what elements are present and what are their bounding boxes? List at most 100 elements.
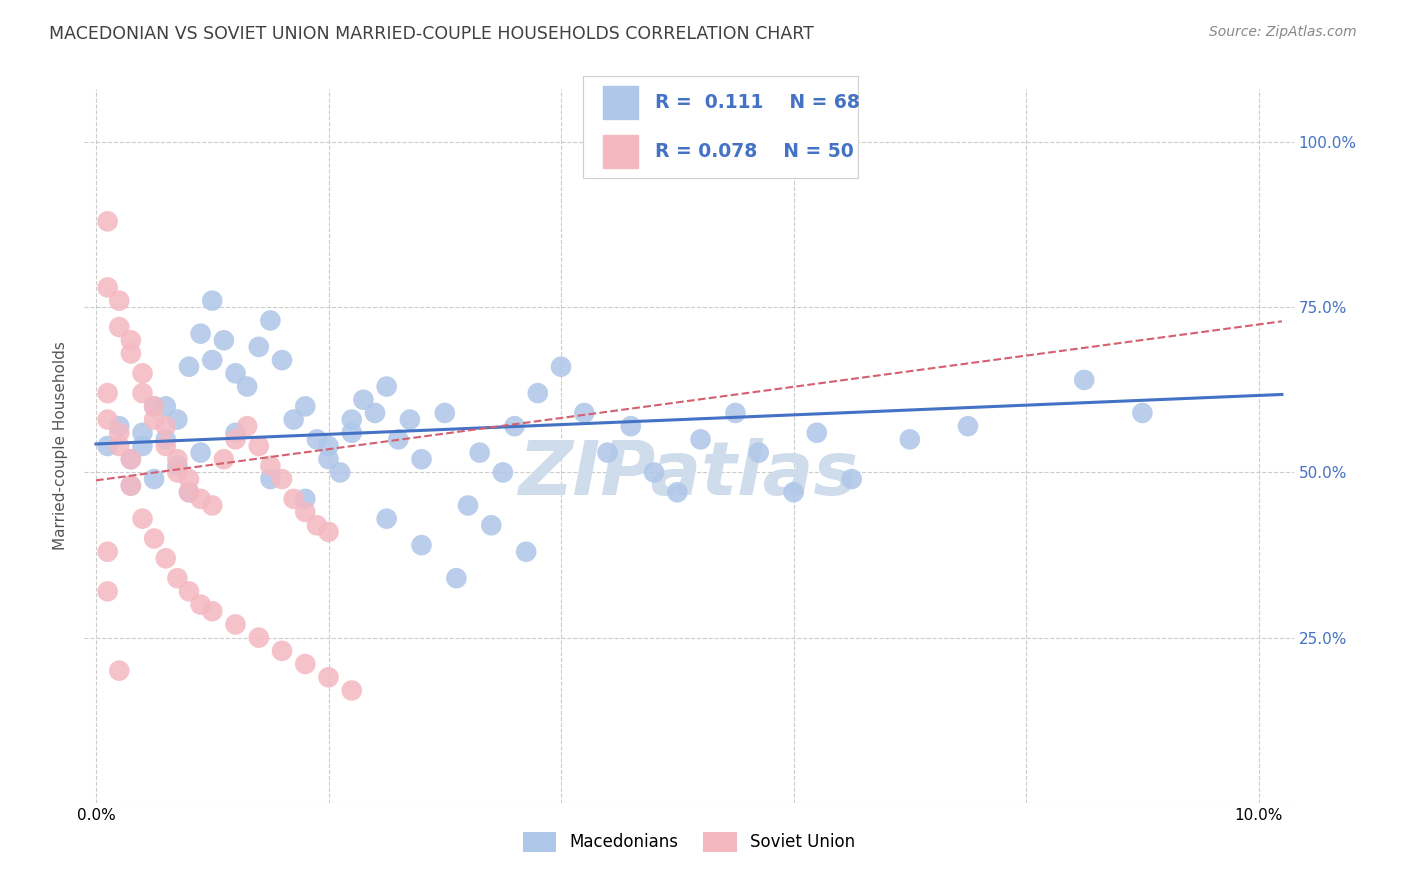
Point	[457, 499, 479, 513]
Point	[294, 657, 316, 671]
Point	[294, 491, 316, 506]
Point	[375, 379, 398, 393]
Point	[166, 466, 188, 480]
Point	[318, 524, 340, 539]
Point	[841, 472, 863, 486]
Point	[620, 419, 643, 434]
Legend: Macedonians, Soviet Union: Macedonians, Soviet Union	[516, 825, 862, 859]
Point	[166, 452, 188, 467]
Point	[155, 433, 177, 447]
Point	[468, 445, 491, 459]
Point	[190, 445, 212, 459]
Point	[666, 485, 689, 500]
Point	[97, 584, 120, 599]
Point	[305, 433, 328, 447]
Point	[155, 439, 177, 453]
Point	[190, 491, 212, 506]
Point	[329, 466, 352, 480]
Point	[411, 452, 433, 467]
Bar	[603, 87, 638, 119]
Point	[131, 386, 153, 401]
Point	[97, 386, 120, 401]
Point	[515, 545, 537, 559]
Point	[177, 485, 200, 500]
Y-axis label: Married-couple Households: Married-couple Households	[53, 342, 69, 550]
Point	[364, 406, 387, 420]
Point	[225, 367, 247, 381]
Point	[898, 433, 921, 447]
Point	[131, 425, 153, 440]
Point	[201, 293, 224, 308]
Point	[120, 333, 142, 347]
Point	[131, 511, 153, 525]
Point	[399, 412, 422, 426]
Point	[97, 439, 120, 453]
Point	[782, 485, 804, 500]
Point	[108, 293, 131, 308]
Point	[748, 445, 770, 459]
Point	[225, 433, 247, 447]
Point	[1073, 373, 1095, 387]
Point	[689, 433, 711, 447]
Text: R = 0.078    N = 50: R = 0.078 N = 50	[655, 142, 853, 161]
Point	[225, 617, 247, 632]
Point	[283, 412, 305, 426]
Point	[724, 406, 747, 420]
Point	[201, 604, 224, 618]
Point	[340, 412, 363, 426]
Point	[283, 491, 305, 506]
Point	[155, 419, 177, 434]
Point	[225, 425, 247, 440]
Point	[318, 439, 340, 453]
Point	[120, 478, 142, 492]
Point	[294, 505, 316, 519]
Point	[375, 511, 398, 525]
Point	[177, 485, 200, 500]
Point	[120, 452, 142, 467]
Point	[550, 359, 572, 374]
Point	[108, 320, 131, 334]
Point	[97, 412, 120, 426]
Point	[318, 452, 340, 467]
Point	[433, 406, 456, 420]
Point	[166, 412, 188, 426]
Point	[503, 419, 526, 434]
Text: Source: ZipAtlas.com: Source: ZipAtlas.com	[1209, 25, 1357, 39]
Point	[271, 472, 294, 486]
Point	[574, 406, 596, 420]
Text: ZIPatlas: ZIPatlas	[519, 438, 859, 511]
Point	[131, 367, 153, 381]
Point	[271, 353, 294, 368]
Point	[479, 518, 502, 533]
Point	[120, 452, 142, 467]
Point	[411, 538, 433, 552]
Point	[643, 466, 665, 480]
Point	[108, 664, 131, 678]
Point	[247, 631, 270, 645]
Point	[143, 400, 166, 414]
Point	[352, 392, 374, 407]
Point	[166, 571, 188, 585]
Text: R =  0.111    N = 68: R = 0.111 N = 68	[655, 93, 859, 112]
Point	[492, 466, 515, 480]
Point	[340, 425, 363, 440]
Point	[236, 419, 259, 434]
Point	[143, 532, 166, 546]
Point	[294, 400, 316, 414]
Point	[190, 598, 212, 612]
Point	[271, 644, 294, 658]
Point	[201, 353, 224, 368]
Point	[212, 333, 235, 347]
Point	[155, 551, 177, 566]
Point	[318, 670, 340, 684]
Point	[305, 518, 328, 533]
Point	[387, 433, 409, 447]
Point	[596, 445, 619, 459]
Point	[97, 214, 120, 228]
Point	[108, 425, 131, 440]
Point	[131, 439, 153, 453]
Point	[177, 584, 200, 599]
Point	[143, 400, 166, 414]
Point	[108, 439, 131, 453]
Point	[259, 458, 281, 473]
